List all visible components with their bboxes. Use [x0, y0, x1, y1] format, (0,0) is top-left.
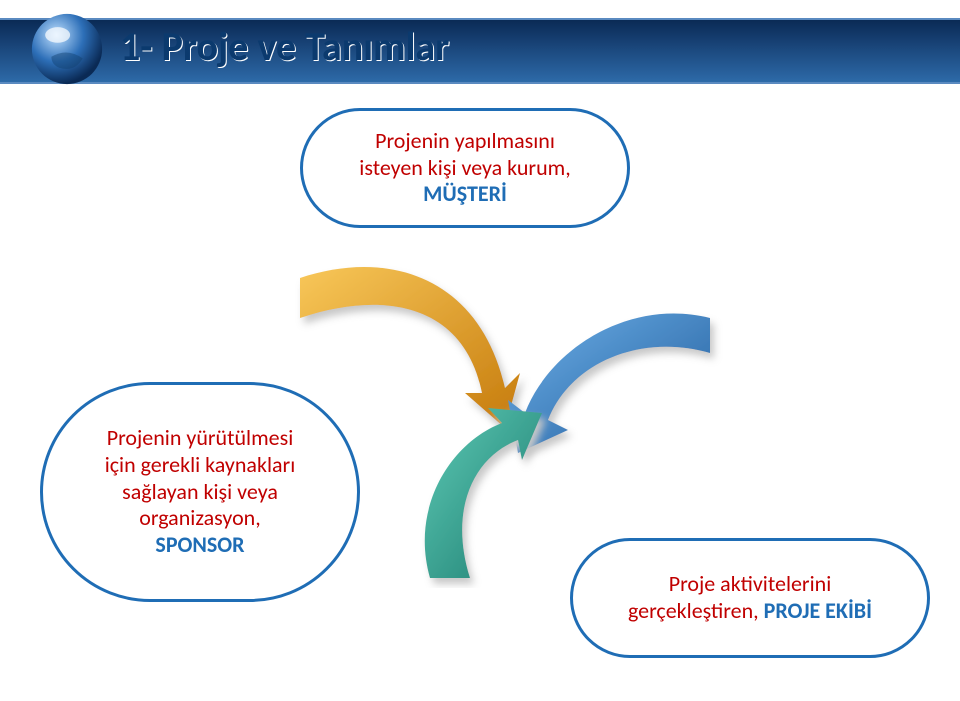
text-line: organizasyon, [65, 505, 335, 532]
text-line: için gerekli kaynakları [65, 452, 335, 479]
bubble-sponsor: Projenin yürütülmesi için gerekli kaynak… [40, 382, 360, 602]
text-line: gerçekleştiren, PROJE EKİBİ [595, 598, 905, 625]
text-line: Projenin yürütülmesi [65, 425, 335, 452]
bubble-customer: Projenin yapılmasını isteyen kişi veya k… [300, 108, 630, 228]
text-line: SPONSOR [65, 532, 335, 559]
text-line: MÜŞTERİ [325, 181, 605, 208]
text-line: isteyen kişi veya kurum, [325, 155, 605, 182]
text-line: Projenin yapılmasını [325, 128, 605, 155]
text-line: Proje aktivitelerini [595, 571, 905, 598]
text-line: sağlayan kişi veya [65, 479, 335, 506]
bubble-team: Proje aktivitelerini gerçekleştiren, PRO… [570, 538, 930, 658]
globe-icon [28, 10, 106, 88]
page-title: 1- Proje ve Tanımlar [120, 22, 449, 71]
